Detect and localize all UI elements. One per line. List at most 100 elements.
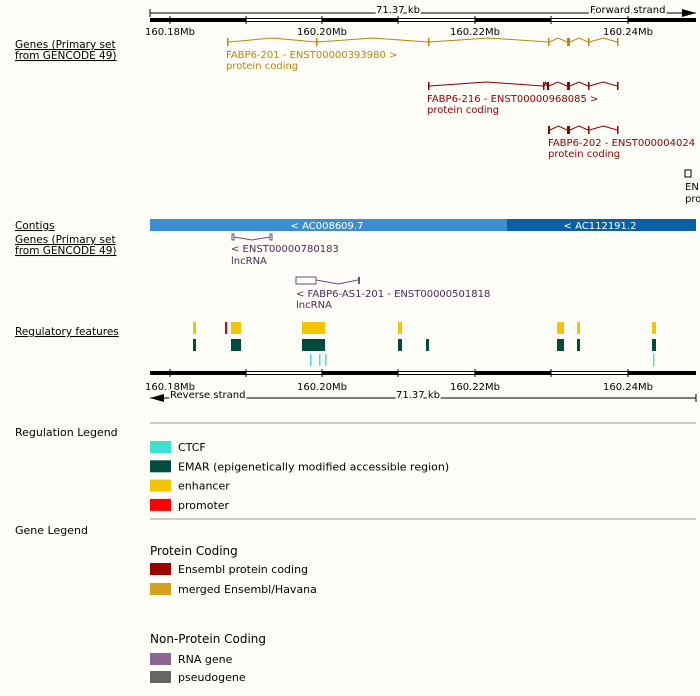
intron bbox=[228, 37, 317, 43]
emar bbox=[193, 339, 196, 351]
emar bbox=[426, 339, 429, 351]
enhancer bbox=[231, 322, 241, 334]
emar bbox=[557, 339, 564, 351]
transcript-name: < ENST00000780183 bbox=[231, 244, 339, 255]
transcript-biotype: lncRNA bbox=[231, 256, 267, 267]
legend-swatch bbox=[150, 460, 171, 473]
ruler-gap bbox=[246, 19, 322, 21]
legend-group: Non-Protein Coding bbox=[150, 632, 266, 646]
track-label: Genes (Primary set bbox=[15, 234, 116, 246]
exon bbox=[567, 126, 570, 134]
enhancer bbox=[652, 322, 656, 334]
intron bbox=[589, 37, 618, 43]
legend-swatch bbox=[150, 583, 171, 595]
enhancer bbox=[193, 322, 196, 334]
enhancer bbox=[398, 322, 402, 334]
emar bbox=[577, 339, 580, 351]
strand-label: Reverse strand bbox=[170, 390, 245, 401]
emar bbox=[398, 339, 402, 351]
legend-label: EMAR (epigenetically modified accessible… bbox=[178, 460, 449, 473]
ruler-label: 160.18Mb bbox=[145, 27, 195, 38]
region-length: 71.37 kb bbox=[376, 5, 420, 16]
enhancer bbox=[557, 322, 564, 334]
intron bbox=[315, 279, 359, 285]
legend-swatch bbox=[150, 563, 171, 575]
exon bbox=[548, 38, 550, 46]
ruler-label: 160.24Mb bbox=[603, 27, 653, 38]
track-label: Genes (Primary set bbox=[15, 39, 116, 51]
strand-label: Forward strand bbox=[590, 5, 665, 16]
ruler: 160.18Mb 160.20Mb 160.22Mb 160.24Mb bbox=[145, 369, 696, 393]
contig bbox=[150, 219, 507, 231]
legend-label: Ensembl protein coding bbox=[178, 563, 308, 576]
enhancer bbox=[577, 322, 580, 334]
ruler-label: 160.22Mb bbox=[450, 382, 500, 393]
legend-label: merged Ensembl/Havana bbox=[178, 583, 317, 596]
ruler: 160.18Mb 160.20Mb 160.22Mb 160.24Mb bbox=[145, 16, 696, 38]
exon bbox=[617, 38, 619, 46]
track-label: from GENCODE 49) bbox=[15, 245, 117, 257]
intron bbox=[544, 80, 548, 87]
exon bbox=[547, 82, 549, 90]
exon bbox=[617, 126, 619, 134]
ruler-label: 160.20Mb bbox=[297, 382, 347, 393]
exon bbox=[548, 126, 550, 134]
ruler-label: 160.22Mb bbox=[450, 27, 500, 38]
exon bbox=[428, 38, 430, 46]
ruler-gap bbox=[551, 19, 628, 21]
intron bbox=[429, 81, 544, 87]
intron bbox=[233, 236, 271, 241]
enhancer bbox=[302, 322, 325, 334]
legend-label: pseudogene bbox=[178, 671, 246, 684]
exon bbox=[567, 82, 570, 90]
intron bbox=[549, 125, 568, 131]
track-label: from GENCODE 49) bbox=[15, 50, 117, 62]
legend: CTCF EMAR (epigenetically modified access… bbox=[150, 441, 449, 684]
intron bbox=[569, 125, 589, 131]
emar bbox=[231, 339, 241, 351]
exon bbox=[588, 126, 590, 134]
legend-title: Regulation Legend bbox=[15, 426, 118, 439]
exon bbox=[588, 38, 590, 46]
intron bbox=[548, 81, 568, 87]
exon bbox=[543, 82, 545, 90]
transcript-name: < FABP6-AS1-201 - ENST00000501818 bbox=[296, 289, 490, 300]
legend-label: RNA gene bbox=[178, 653, 233, 666]
ctcf bbox=[325, 354, 327, 366]
ruler-gap bbox=[398, 372, 475, 374]
ruler-gap bbox=[246, 372, 322, 374]
intron bbox=[429, 37, 549, 43]
ctcf bbox=[310, 354, 312, 366]
contig bbox=[507, 219, 696, 231]
transcript-name: EN bbox=[685, 182, 699, 193]
ruler-gap bbox=[551, 372, 628, 374]
intron bbox=[549, 37, 568, 43]
exon bbox=[617, 82, 619, 90]
transcript-biotype: protein coding bbox=[427, 105, 499, 116]
contig-label: < AC112191.2 bbox=[564, 221, 637, 232]
emar bbox=[302, 339, 325, 351]
exon bbox=[567, 38, 570, 46]
legend-label: promoter bbox=[178, 499, 230, 512]
legend-swatch bbox=[150, 441, 171, 453]
ctcf bbox=[653, 354, 655, 366]
exon bbox=[358, 277, 360, 284]
promoter bbox=[225, 322, 227, 334]
exon bbox=[316, 38, 318, 46]
transcript-name: FABP6-201 - ENST00000393980 > bbox=[226, 50, 397, 61]
transcript-biotype: protein coding bbox=[548, 149, 620, 160]
transcript-biotype: lncRNA bbox=[296, 300, 332, 311]
emar bbox=[652, 339, 656, 351]
strand-arrow bbox=[682, 9, 696, 17]
region-length: 71.37 kb bbox=[396, 390, 440, 401]
legend-label: enhancer bbox=[178, 480, 230, 493]
intron bbox=[569, 37, 589, 43]
exon bbox=[588, 82, 590, 90]
transcript-biotype: protein coding bbox=[226, 61, 298, 72]
exon bbox=[684, 169, 692, 178]
ruler-gap bbox=[398, 19, 475, 21]
legend-swatch bbox=[150, 671, 171, 683]
track-label: Regulatory features bbox=[15, 326, 119, 338]
